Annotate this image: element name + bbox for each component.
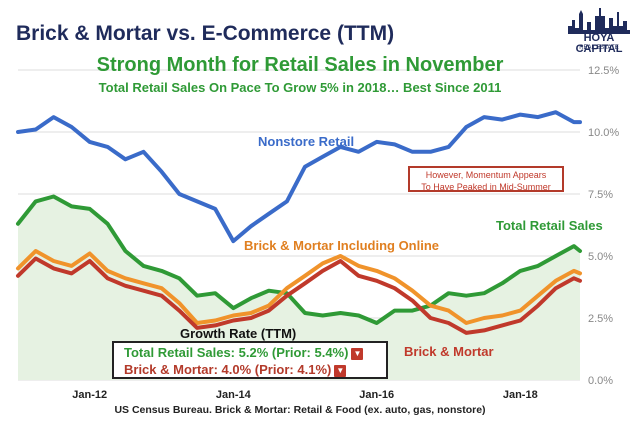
y-tick-label: 7.5% (588, 189, 613, 201)
momentum-callout: However, Momentum Appears To Have Peaked… (408, 166, 564, 192)
x-tick-label: Jan-18 (503, 389, 538, 401)
y-tick-label: 2.5% (588, 313, 613, 325)
y-axis-ticks: 0.0% 2.5% 5.0% 7.5% 10.0% 12.5% (588, 65, 619, 387)
callout-line-2: To Have Peaked in Mid-Summer (421, 182, 551, 192)
x-tick-label: Jan-12 (72, 389, 107, 401)
series-line-total-retail-sales (16, 194, 582, 325)
growth-brick-text: Brick & Mortar: 4.0% (Prior: 4.1%) (124, 362, 332, 377)
y-tick-label: 10.0% (588, 127, 619, 139)
down-arrow-icon: ▼ (351, 348, 364, 360)
x-tick-label: Jan-16 (359, 389, 394, 401)
label-brick-mortar: Brick & Mortar (404, 344, 494, 359)
skyline-logo-icon (568, 8, 630, 34)
growth-rate-box: Total Retail Sales: 5.2% (Prior: 5.4%) ▼ … (112, 341, 388, 379)
label-brick-online: Brick & Mortar Including Online (244, 238, 440, 253)
logo-name: HOYA CAPITAL (575, 32, 623, 55)
down-arrow-icon: ▼ (334, 365, 347, 377)
growth-total-row: Total Retail Sales: 5.2% (Prior: 5.4%) ▼ (124, 345, 364, 360)
y-tick-label: 5.0% (588, 251, 613, 263)
chart-title: Brick & Mortar vs. E-Commerce (TTM) (16, 22, 395, 45)
series-line-brick-mortar-including-online (16, 249, 582, 325)
subheadline: Total Retail Sales On Pace To Grow 5% in… (98, 80, 502, 95)
y-tick-label: 12.5% (588, 65, 619, 77)
x-tick-label: Jan-14 (216, 389, 252, 401)
y-tick-label: 0.0% (588, 375, 613, 387)
total-area-fill (18, 196, 580, 380)
series-line-brick-mortar (16, 256, 582, 335)
growth-rate-label: Growth Rate (TTM) (180, 326, 297, 341)
growth-brick-row: Brick & Mortar: 4.0% (Prior: 4.1%) ▼ (124, 362, 347, 377)
series-line-nonstore-retail (16, 110, 582, 244)
growth-total-text: Total Retail Sales: 5.2% (Prior: 5.4%) (124, 345, 349, 360)
callout-line-1: However, Momentum Appears (425, 170, 547, 180)
label-total-retail: Total Retail Sales (496, 218, 603, 233)
total-area-fill (18, 196, 580, 380)
headline: Strong Month for Retail Sales in Novembe… (96, 54, 504, 76)
logo-subtitle: REAL ESTATE (579, 45, 619, 51)
x-axis-ticks: Jan-12 Jan-14 Jan-16 Jan-18 (72, 389, 537, 401)
series-lines (16, 110, 582, 335)
source-footnote: US Census Bureau. Brick & Mortar: Retail… (114, 404, 486, 416)
label-nonstore: Nonstore Retail (258, 134, 355, 149)
